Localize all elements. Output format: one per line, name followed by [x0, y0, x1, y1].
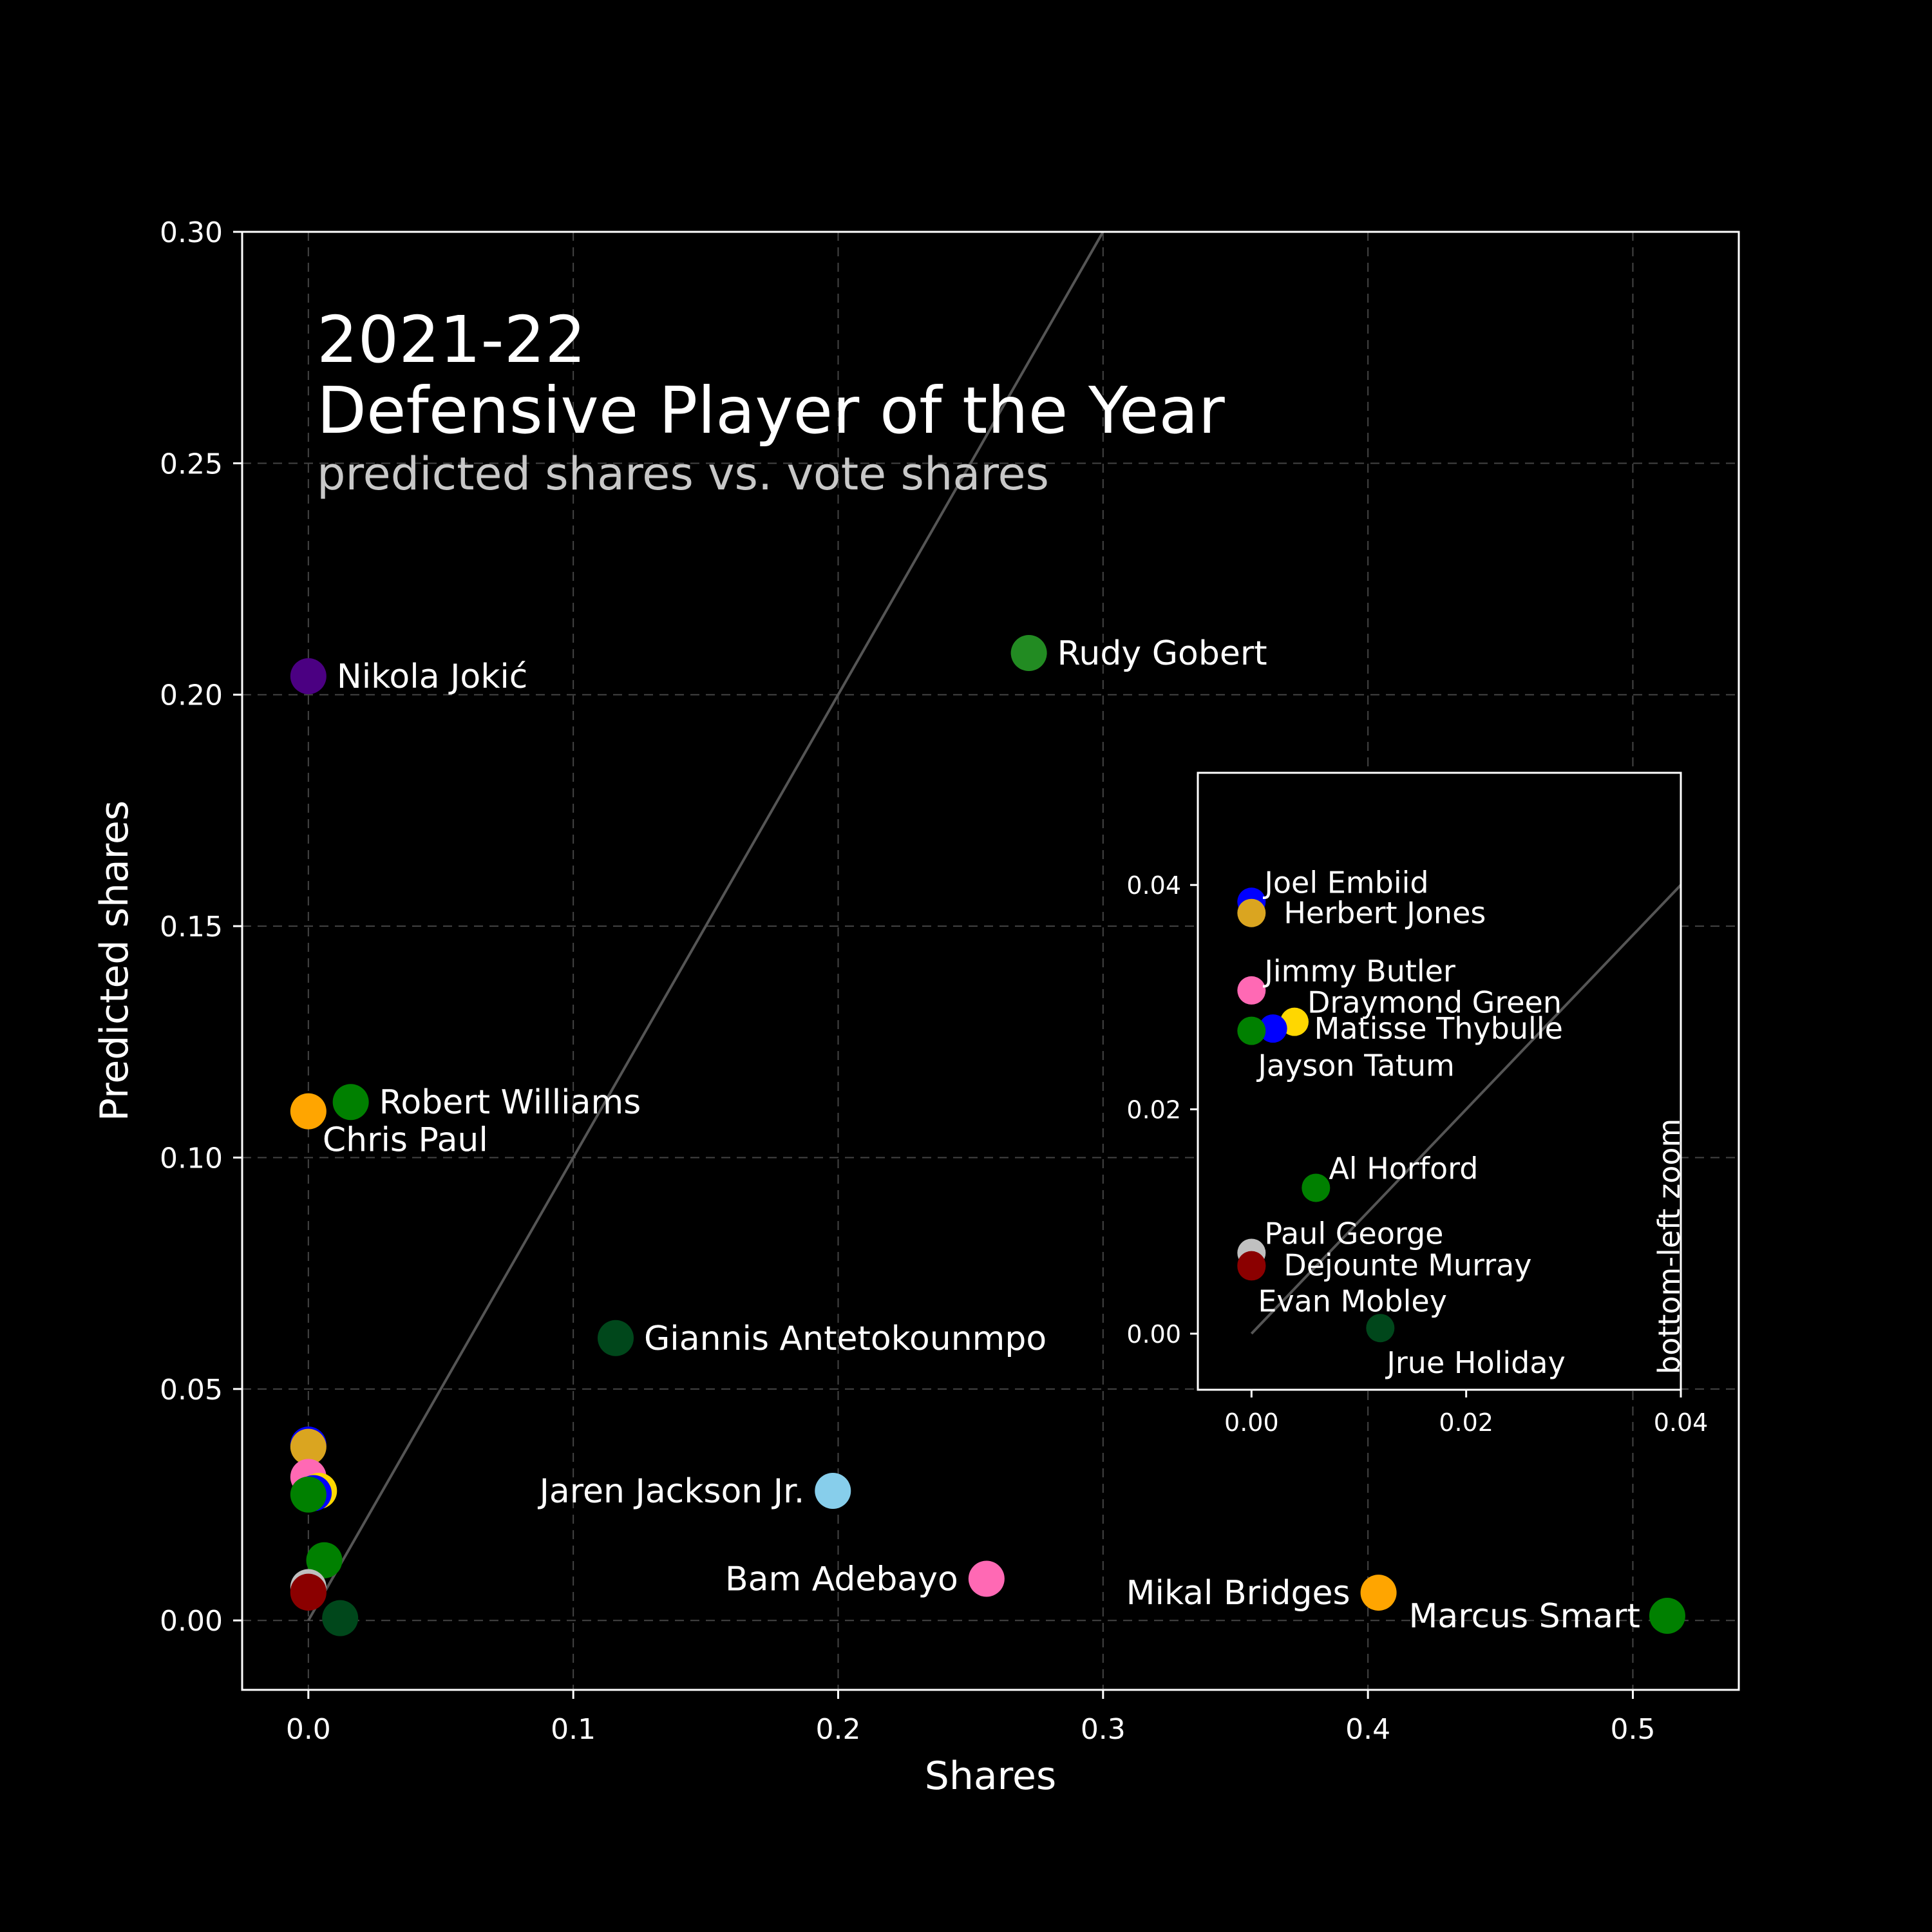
inset-point-label-draymond-green: Draymond Green: [1307, 985, 1562, 1020]
point-giannis-antetokounmpo: [597, 1320, 634, 1356]
inset-ticks: 0.00 0.02 0.04 0.00 0.02 0.04: [1126, 871, 1708, 1437]
inset-point-matisse-thybulle: [1258, 1014, 1287, 1043]
chart-subtitle: predicted shares vs. vote shares: [317, 448, 1049, 500]
main-reference-line: [307, 231, 1104, 1622]
y-tick-label: 0.05: [160, 1374, 223, 1406]
point-label-giannis-antetokounmpo: Giannis Antetokounmpo: [644, 1320, 1046, 1358]
inset-label: bottom-left zoom: [1652, 1119, 1687, 1374]
chart-title: 2021-22: [317, 302, 586, 377]
point-label-chris-paul: Chris Paul: [323, 1121, 488, 1160]
point-bam-adebayo: [968, 1560, 1005, 1597]
inset-y-tick-label: 0.04: [1126, 871, 1181, 900]
point-label-marcus-smart: Marcus Smart: [1409, 1597, 1640, 1636]
y-tick-label: 0.25: [160, 448, 223, 480]
inset-point-label-jayson-tatum: Jayson Tatum: [1256, 1048, 1455, 1083]
point-label-rudy-gobert: Rudy Gobert: [1057, 634, 1267, 673]
inset-x-tick-label: 0.00: [1224, 1408, 1279, 1437]
point-jrue-holiday: [322, 1600, 359, 1636]
point-marcus-smart: [1649, 1598, 1685, 1634]
point-label-bam-adebayo: Bam Adebayo: [725, 1560, 958, 1599]
inset-point-draymond-green: [1280, 1007, 1309, 1036]
y-tick-label: 0.00: [160, 1605, 223, 1638]
y-tick-label: 0.30: [160, 216, 223, 249]
x-tick-label: 0.3: [1081, 1713, 1126, 1746]
inset-point-label-evan-mobley: Evan Mobley: [1258, 1283, 1447, 1318]
chart-title-block: 2021-22 Defensive Player of the Year pre…: [317, 302, 1226, 500]
point-rudy-gobert: [1010, 635, 1047, 672]
inset-x-tick-label: 0.02: [1439, 1408, 1493, 1437]
inset-point-jimmy-butler: [1237, 976, 1266, 1005]
x-tick-label: 0.4: [1345, 1713, 1390, 1746]
inset-zoom-panel: 0.00 0.02 0.04 0.00 0.02 0.04 Joel EmbiidHerb…: [1126, 772, 1708, 1437]
y-tick-label: 0.10: [160, 1142, 223, 1175]
x-axis-label: Shares: [925, 1754, 1056, 1799]
inset-point-al-horford: [1302, 1173, 1331, 1202]
inset-point-label-matisse-thybulle: Matisse Thybulle: [1314, 1011, 1563, 1046]
inset-y-tick-label: 0.02: [1126, 1096, 1181, 1124]
y-tick-label: 0.15: [160, 911, 223, 943]
point-nikola-jokic: [290, 658, 327, 694]
main-plot-frame: [241, 231, 1740, 1691]
x-tick-label: 0.2: [815, 1713, 860, 1746]
inset-point-jayson-tatum: [1237, 1016, 1266, 1045]
x-tick-label: 0.0: [286, 1713, 331, 1746]
point-chris-paul: [290, 1093, 327, 1130]
point-mikal-bridges: [1360, 1575, 1397, 1611]
inset-point-label-al-horford: Al Horford: [1329, 1151, 1478, 1186]
inset-point-label-joel-embiid: Joel Embiid: [1262, 865, 1428, 900]
inset-y-tick-label: 0.00: [1126, 1320, 1181, 1349]
inset-background: [1198, 773, 1681, 1390]
point-label-mikal-bridges: Mikal Bridges: [1126, 1574, 1350, 1613]
point-evan-mobley: [290, 1575, 327, 1611]
main-points: Nikola Jokić Rudy Gobert Robert WilliamsCh…: [290, 634, 1685, 1636]
inset-point-label-jrue-holiday: Jrue Holiday: [1385, 1345, 1565, 1380]
point-herbert-jones: [290, 1428, 327, 1465]
inset-point-label-herbert-jones: Herbert Jones: [1283, 896, 1486, 931]
point-al-horford: [306, 1542, 343, 1578]
inset-x-tick-label: 0.04: [1654, 1408, 1709, 1437]
inset-reference-line: [1250, 884, 1682, 1335]
y-tick-label: 0.20: [160, 679, 223, 712]
identity-line: [307, 231, 1104, 1622]
point-jaren-jackson-jr: [815, 1472, 851, 1509]
inset-point-herbert-jones: [1237, 898, 1266, 927]
inset-point-label-paul-george: Paul George: [1264, 1216, 1443, 1251]
point-robert-williams: [332, 1084, 369, 1121]
y-axis-label: Predicted shares: [92, 800, 137, 1121]
point-label-jaren-jackson-jr: Jaren Jackson Jr.: [538, 1472, 805, 1511]
inset-point-jrue-holiday: [1366, 1314, 1395, 1343]
main-ticks: 0.0 0.1 0.2 0.3 0.4 0.5 0.00 0.05 0.10 0.15 0.20 0.…: [160, 216, 1655, 1746]
point-label-robert-williams: Robert Williams: [379, 1083, 641, 1122]
point-jayson-tatum: [290, 1476, 327, 1513]
inset-frame: [1197, 772, 1682, 1391]
inset-point-label-dejounte-murray: Dejounte Murray: [1283, 1248, 1531, 1283]
inset-identity-line: [1250, 884, 1682, 1335]
inset-point-evan-mobley: [1237, 1252, 1266, 1281]
point-label-nikola-jokic: Nikola Jokić: [337, 658, 528, 696]
chart-title-line2: Defensive Player of the Year: [317, 373, 1226, 448]
inset-point-label-jimmy-butler: Jimmy Butler: [1262, 954, 1455, 989]
x-tick-label: 0.5: [1610, 1713, 1655, 1746]
x-tick-label: 0.1: [551, 1713, 596, 1746]
